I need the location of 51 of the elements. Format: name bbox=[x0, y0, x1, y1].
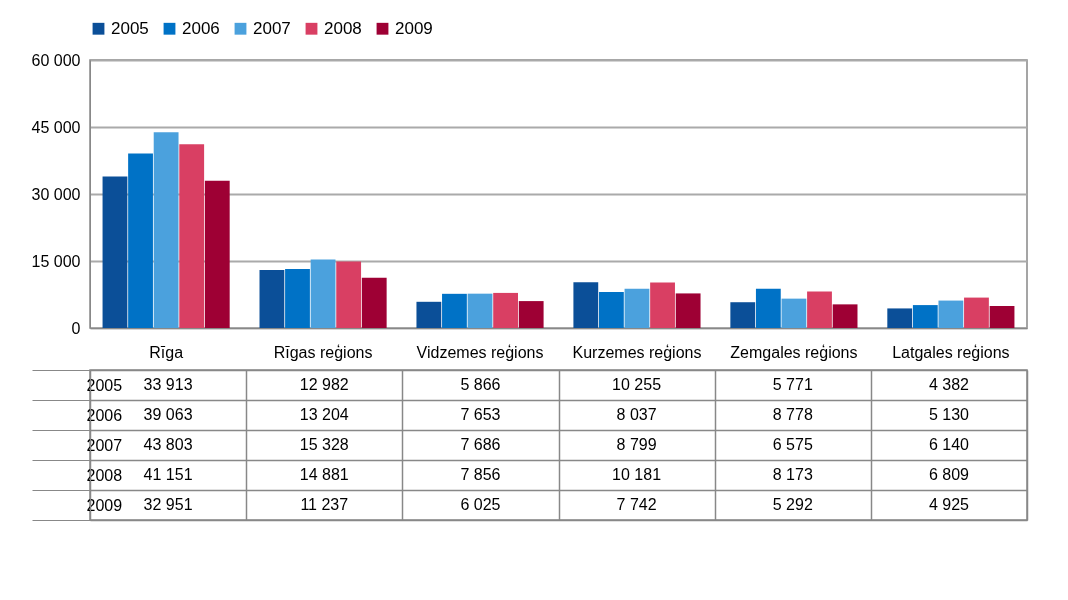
text: 2006 bbox=[86, 406, 123, 424]
data-label: 12 982 bbox=[299, 376, 349, 393]
data-label: 7 686 bbox=[460, 436, 501, 453]
legend-label: 2005 bbox=[111, 18, 149, 38]
text: 2005 bbox=[86, 376, 123, 394]
legend-label: 2007 bbox=[253, 18, 291, 38]
data-label: 15 328 bbox=[299, 436, 349, 453]
data-label: 6 575 bbox=[772, 436, 813, 453]
data-label: 10 255 bbox=[612, 376, 662, 393]
y-tick-label: 30 000 bbox=[31, 185, 81, 203]
x-tick-label: Latgales reģions bbox=[892, 343, 1010, 361]
text: 2007 bbox=[86, 436, 123, 454]
data-label: 43 803 bbox=[143, 436, 193, 453]
data-label: 4 382 bbox=[928, 376, 970, 393]
data-label: 8 173 bbox=[772, 466, 813, 483]
text: 2009 bbox=[86, 496, 123, 514]
y-tick-label: 0 bbox=[71, 319, 81, 337]
legend-label: 2009 bbox=[395, 18, 433, 38]
x-tick-label: Rīga bbox=[149, 343, 184, 361]
data-label: 13 204 bbox=[299, 406, 349, 423]
data-label: 33 913 bbox=[143, 376, 193, 393]
data-label: 11 237 bbox=[300, 496, 349, 513]
data-label: 6 025 bbox=[460, 496, 501, 513]
text: 2008 bbox=[86, 466, 123, 484]
x-tick-label: Vidzemes reģions bbox=[416, 343, 544, 361]
data-label: 6 140 bbox=[928, 436, 970, 453]
data-label: 8 799 bbox=[616, 436, 657, 453]
data-label: 5 130 bbox=[928, 406, 970, 423]
data-label: 6 809 bbox=[928, 466, 970, 483]
y-tick-label: 60 000 bbox=[31, 51, 81, 69]
x-tick-label: Rīgas reģions bbox=[273, 343, 373, 361]
data-label: 32 951 bbox=[143, 496, 193, 513]
y-tick-label: 15 000 bbox=[31, 252, 81, 270]
data-label: 5 866 bbox=[460, 376, 501, 393]
data-label: 8 037 bbox=[616, 406, 657, 423]
data-label: 14 881 bbox=[299, 466, 349, 483]
data-label: 41 151 bbox=[143, 466, 193, 483]
data-label: 10 181 bbox=[612, 466, 662, 483]
data-label: 4 925 bbox=[928, 496, 970, 513]
x-tick-label: Zemgales reģions bbox=[730, 343, 858, 361]
y-tick-label: 45 000 bbox=[31, 118, 81, 136]
data-label: 8 778 bbox=[772, 406, 813, 423]
data-label: 7 653 bbox=[460, 406, 501, 423]
data-label: 7 856 bbox=[460, 466, 501, 483]
data-label: 39 063 bbox=[143, 406, 193, 423]
legend-label: 2008 bbox=[324, 18, 362, 38]
data-label: 5 292 bbox=[772, 496, 813, 513]
legend-label: 2006 bbox=[182, 18, 220, 38]
x-tick-label: Kurzemes reģions bbox=[572, 343, 702, 361]
data-label: 7 742 bbox=[616, 496, 657, 513]
data-label: 5 771 bbox=[772, 376, 813, 393]
